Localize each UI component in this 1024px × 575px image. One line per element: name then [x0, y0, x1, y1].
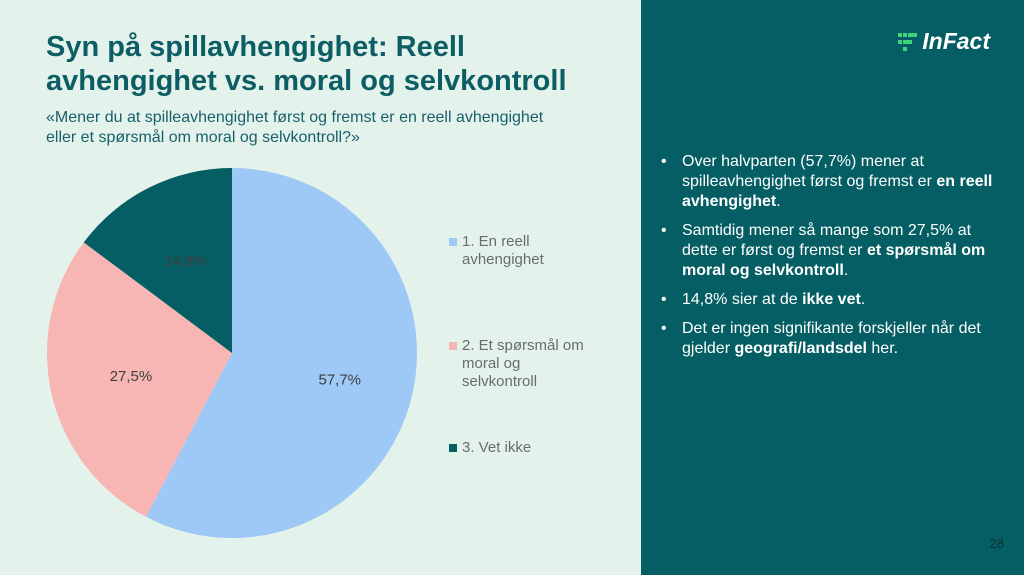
data-label-3: 14,8% — [164, 252, 207, 269]
infact-logo-icon — [898, 32, 918, 51]
logo-text: InFact — [922, 28, 990, 54]
legend-item-2: 2. Et spørsmål om moral og selvkontroll — [449, 337, 634, 391]
bullet-text: her. — [866, 340, 899, 357]
legend-item-3: 3. Vet ikke — [449, 439, 634, 457]
legend-swatch — [449, 238, 457, 246]
bullet-dot: • — [661, 291, 667, 308]
page-number: 28 — [989, 536, 1004, 551]
bullet-text: Over halvparten (57,7%) mener at spillea… — [682, 153, 937, 190]
bold-text: et spørsmål om moral og selvkontroll — [682, 242, 986, 279]
subtitle-line-1: «Mener du at spilleavhengighet først og … — [46, 109, 544, 126]
data-label-2: 27,5% — [110, 368, 153, 385]
legend-label: 1. En reell avhengighet — [462, 233, 544, 269]
bullet-text: . — [843, 262, 849, 279]
finding-bullet-1: • Over halvparten (57,7%) mener at spille… — [661, 152, 1001, 212]
finding-bullet-4: • Det er ingen signifikante forskjeller n… — [661, 319, 1001, 359]
legend-label-line: 3. Vet ikke — [462, 439, 532, 456]
legend-label-line: avhengighet — [462, 251, 544, 268]
finding-bullet-3: • 14,8% sier at de ikke vet. — [661, 290, 1001, 310]
right-panel: InFact • Over halvparten (57,7%) mener at… — [641, 0, 1024, 575]
pie-slice-3 — [83, 168, 232, 353]
infact-logo: InFact — [898, 28, 990, 55]
legend-label-line: selvkontroll — [462, 373, 538, 390]
finding-bullet-2: • Samtidig mener så mange som 27,5% at de… — [661, 221, 1001, 281]
bullet-text: . — [860, 291, 866, 308]
pie-slice-2 — [46, 242, 232, 517]
bullet-dot: • — [661, 153, 667, 170]
legend-swatch — [449, 444, 457, 452]
bullet-text: Det er ingen signifikante forskjeller nå… — [682, 320, 981, 357]
bold-text: geografi/landsdel — [734, 340, 867, 357]
bullet-text: . — [776, 193, 781, 210]
legend-item-1: 1. En reell avhengighet — [449, 233, 634, 269]
legend-label: 2. Et spørsmål om moral og selvkontroll — [462, 337, 584, 391]
pie-chart: 57,7% 27,5% 14,8% — [46, 168, 417, 538]
bold-text: en reell avhengighet — [682, 173, 993, 210]
legend-label-line: 2. Et spørsmål om — [462, 337, 584, 354]
subtitle-line-2: eller et spørsmål om moral og selvkontro… — [46, 129, 360, 146]
bullet-dot: • — [661, 320, 667, 337]
bullet-text: 14,8% sier at de — [682, 291, 803, 308]
pie-slice-1 — [145, 168, 417, 538]
bold-text: ikke vet — [802, 291, 861, 308]
legend-label-line: moral og — [462, 355, 521, 372]
key-findings-list: • Over halvparten (57,7%) mener at spille… — [661, 152, 1001, 368]
bullet-dot: • — [661, 222, 667, 239]
bullet-text: Samtidig mener så mange som 27,5% at det… — [682, 222, 972, 259]
page-title: Syn på spillavhengighet: Reell avhengigh… — [46, 31, 567, 97]
left-panel: Syn på spillavhengighet: Reell avhengigh… — [46, 31, 641, 538]
legend-label-line: 1. En reell — [462, 233, 530, 250]
data-label-1: 57,7% — [318, 372, 361, 389]
legend-swatch — [449, 342, 457, 350]
legend-label: 3. Vet ikke — [462, 439, 531, 457]
question-subtitle: «Mener du at spilleavhengighet først og … — [46, 108, 641, 148]
